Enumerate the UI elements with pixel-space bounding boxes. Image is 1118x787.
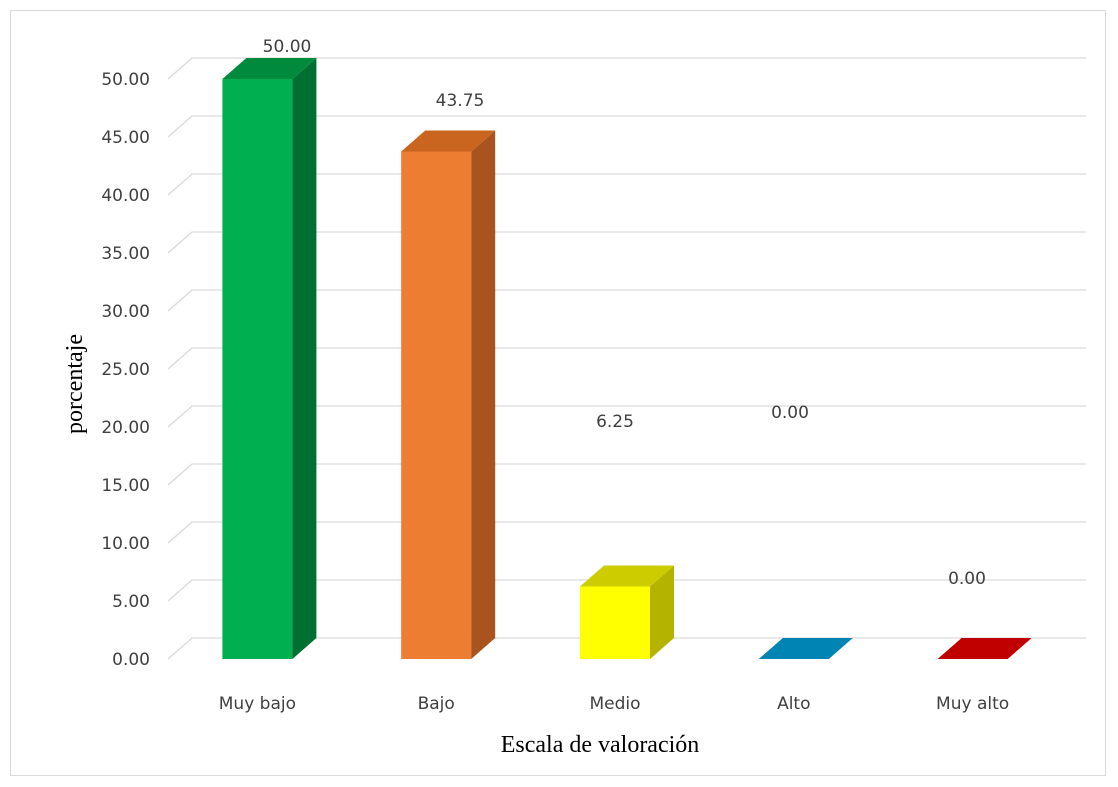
bars [222,58,1032,659]
y-tick-label: 20.00 [101,418,150,438]
data-label: 0.00 [771,403,809,423]
bar-5 [937,638,1032,659]
x-category-label: Muy bajo [219,694,296,714]
y-tick-label: 35.00 [101,244,150,264]
gridline [167,463,1086,486]
category-labels: Muy bajo Bajo Medio Alto Muy alto [219,694,1009,714]
bar-top [937,638,1032,659]
x-category-label: Bajo [418,694,455,714]
bar-4 [758,638,853,659]
bar-side [471,130,496,659]
x-axis-title: Escala de valoración [501,732,700,758]
x-category-label: Muy alto [936,694,1009,714]
bar-front [222,79,293,659]
bar-top [401,130,496,152]
data-label: 0.00 [948,569,986,589]
data-label: 50.00 [263,37,312,57]
y-tick-label: 25.00 [101,360,150,380]
gridline [167,231,1086,254]
bar-side [292,58,317,659]
bar-front [401,151,472,659]
y-axis-title: porcentaje [62,334,88,434]
data-labels: 50.00 43.75 6.25 0.00 0.00 [263,37,986,589]
bar-1 [222,58,317,659]
bar-side [650,565,674,659]
y-axis-ticks: 0.00 5.00 10.00 15.00 20.00 25.00 30.00 35.00 40… [101,70,150,670]
bar-3 [580,565,674,659]
gridline [167,405,1086,428]
x-category-label: Alto [777,694,810,714]
gridline [167,57,1086,80]
y-tick-label: 50.00 [101,70,150,90]
y-tick-label: 30.00 [101,302,150,322]
x-category-label: Medio [589,694,640,714]
y-tick-label: 0.00 [112,650,150,670]
bar-top [580,565,674,587]
y-tick-label: 45.00 [101,128,150,148]
bar-front [580,586,650,659]
y-tick-label: 15.00 [101,476,150,496]
gridline [167,347,1086,370]
bar-top [758,638,853,659]
gridline [167,115,1086,138]
y-tick-label: 10.00 [101,534,150,554]
gridline [167,173,1086,196]
y-tick-label: 5.00 [112,592,150,612]
y-tick-label: 40.00 [101,186,150,206]
gridline [167,289,1086,312]
bar-2 [401,130,496,659]
chart-frame [10,10,1106,776]
bar-top [222,58,317,79]
gridline [167,521,1086,544]
data-label: 6.25 [596,412,634,432]
gridline [167,579,1086,602]
data-label: 43.75 [436,91,485,111]
